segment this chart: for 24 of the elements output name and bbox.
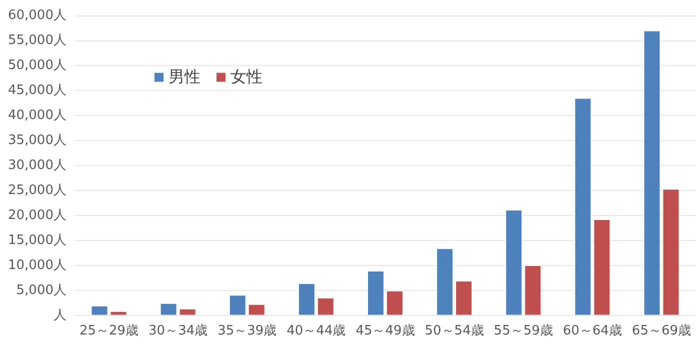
x-tick-label: 50～54歳 bbox=[424, 324, 484, 339]
legend-label: 男性 bbox=[168, 66, 200, 86]
x-tick-label: 45～49歳 bbox=[356, 324, 415, 339]
y-tick-label: 15,000人 bbox=[8, 232, 66, 248]
y-tick-label: 人 bbox=[53, 308, 66, 323]
x-tick-label: 55～59歳 bbox=[494, 324, 553, 339]
x-tick-label: 40～44歳 bbox=[286, 324, 346, 339]
y-tick-label: 10,000人 bbox=[8, 258, 66, 273]
y-tick-label: 60,000人 bbox=[8, 8, 66, 24]
x-tick-label: 35～39歳 bbox=[218, 324, 277, 339]
x-tick-label: 25～29歳 bbox=[79, 324, 139, 339]
y-tick-label: 5,000人 bbox=[16, 282, 66, 298]
y-tick-label: 35,000人 bbox=[8, 133, 66, 148]
x-tick-label: 65～69歳 bbox=[632, 324, 692, 339]
y-tick-label: 45,000人 bbox=[8, 83, 66, 98]
x-tick-label: 30～34歳 bbox=[148, 324, 208, 339]
y-tick-label: 40,000人 bbox=[8, 108, 66, 124]
y-tick-label: 50,000人 bbox=[8, 58, 66, 74]
y-tick-label: 20,000人 bbox=[8, 208, 66, 223]
y-tick-label: 30,000人 bbox=[8, 158, 66, 173]
y-tick-label: 55,000人 bbox=[8, 33, 66, 48]
legend-label: 女性 bbox=[230, 66, 262, 86]
y-tick-label: 25,000人 bbox=[8, 182, 66, 198]
x-tick-label: 60～64歳 bbox=[562, 324, 622, 339]
